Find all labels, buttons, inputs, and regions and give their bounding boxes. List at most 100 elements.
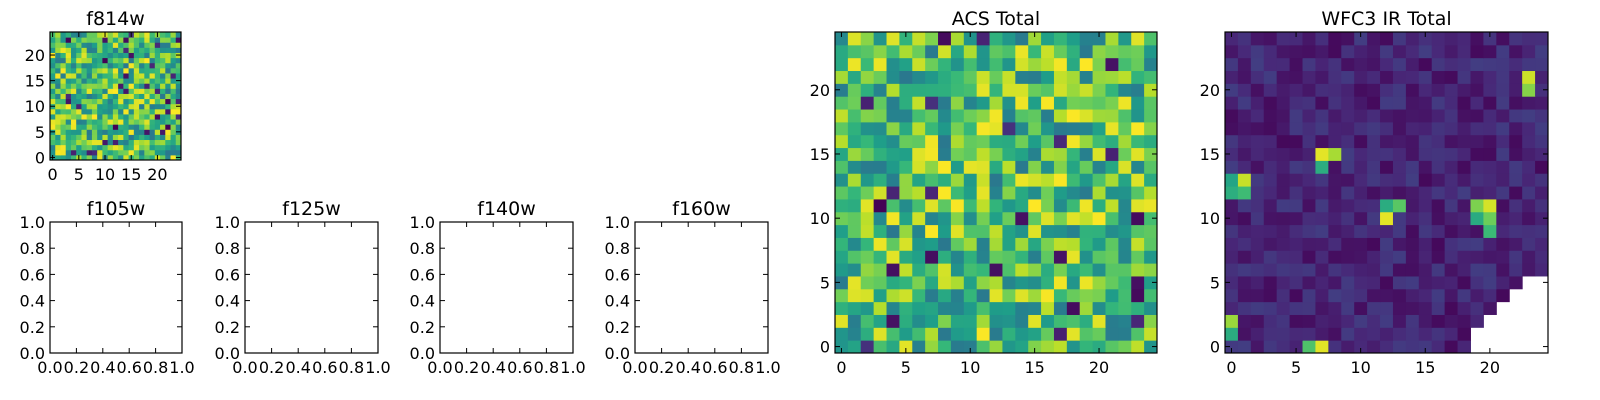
heatmap-cell [1483,160,1497,174]
heatmap-cell [1053,327,1068,341]
heatmap-cell [170,78,177,84]
heatmap-cell [1354,173,1368,187]
heatmap-cell [1367,147,1381,161]
heatmap-cell [128,93,135,100]
heatmap-cell [886,70,900,84]
heatmap-cell [1483,301,1497,315]
heatmap-cell [1496,134,1510,149]
heatmap-cell [1457,121,1471,136]
heatmap-cell [950,160,965,174]
heatmap-cell [1354,32,1368,46]
heatmap-cell [1418,44,1433,59]
heatmap-cell [1315,340,1329,354]
heatmap-cell [102,139,109,146]
heatmap-cell [102,93,109,100]
heatmap-cell [107,113,114,120]
heatmap-cell [847,109,862,123]
heatmap-cell [1002,340,1016,354]
heatmap-cell [1535,211,1549,226]
heatmap-cell [873,301,888,315]
heatmap-cell [1079,198,1094,213]
heatmap-cell [976,314,991,328]
heatmap-cell [170,32,177,38]
heatmap-cell [144,83,151,89]
heatmap-cell [118,108,124,115]
heatmap-cell [1237,314,1252,328]
heatmap-cell [873,121,888,136]
heatmap-cell [81,108,88,115]
heatmap-cell [1418,134,1433,149]
x-tick-label: 0.2 [64,358,89,377]
heatmap-cell [1522,32,1536,46]
heatmap-cell [1092,237,1106,251]
heatmap-cell [175,98,182,105]
heatmap-cell [1015,224,1029,238]
heatmap-cell [1496,96,1510,110]
heatmap-cell [1535,134,1549,149]
heatmap-cell [1237,147,1252,161]
x-tick-label: 1.0 [365,358,390,377]
heatmap-cell [60,129,67,135]
heatmap-cell [912,224,926,238]
heatmap-cell [925,134,939,149]
heatmap-cell [165,134,172,141]
heatmap-cell [1289,340,1304,354]
heatmap-cell [65,93,72,100]
heatmap-cell [1079,288,1094,303]
heatmap-cell [1041,211,1055,226]
heatmap-cell [123,144,130,151]
heatmap-cell [1483,288,1497,303]
heatmap-cell [860,301,875,315]
heatmap-cell [899,314,913,328]
heatmap-cell [912,134,926,149]
heatmap-cell [1250,96,1265,110]
heatmap-cell [81,88,88,94]
heatmap-cell [912,340,926,354]
heatmap-cell [1470,211,1484,226]
heatmap-cell [860,44,875,59]
heatmap-cell [1405,32,1420,46]
heatmap-cell [899,288,913,303]
heatmap-cell [1066,327,1081,341]
heatmap-cell [1079,250,1094,264]
heatmap-cell [1444,96,1459,110]
heatmap-cell [1509,224,1523,238]
heatmap-cell [149,37,156,43]
heatmap-cell [1354,314,1368,328]
heatmap-cell [873,83,888,97]
heatmap-cell [1418,314,1433,328]
heatmap-cell [1144,327,1158,341]
heatmap-cell [1015,186,1029,200]
heatmap-cell [1250,70,1265,84]
heatmap-cell [1250,275,1265,290]
heatmap-cell [1315,96,1329,110]
heatmap-cell [860,96,875,110]
heatmap-cell [123,149,130,156]
heatmap-cell [1522,70,1536,84]
y-tick-label: 0.6 [410,265,435,284]
heatmap-cell [1053,160,1068,174]
heatmap-cell [139,134,145,141]
heatmap-cell [86,139,93,146]
y-tick-label: 0.4 [215,292,240,311]
heatmap-cell [1053,44,1068,59]
heatmap-cell [1118,250,1132,264]
heatmap-cell [102,78,109,84]
heatmap-cell [1302,327,1316,341]
heatmap-cell [1028,160,1042,174]
heatmap-cell [107,83,114,89]
heatmap-cell [112,134,119,141]
heatmap-cell [133,129,140,135]
heatmap-cell [133,42,140,48]
heatmap-cell [1431,237,1446,251]
heatmap-cell [950,109,965,123]
heatmap-cell [989,32,1003,46]
heatmap-cell [1041,173,1055,187]
heatmap-cell [1354,275,1368,290]
heatmap-cell [1405,57,1420,72]
heatmap-cell [60,149,67,156]
heatmap-cell [1354,109,1368,123]
heatmap-cell [1341,83,1355,97]
heatmap-cell [1354,263,1368,277]
heatmap-cell [112,154,119,161]
